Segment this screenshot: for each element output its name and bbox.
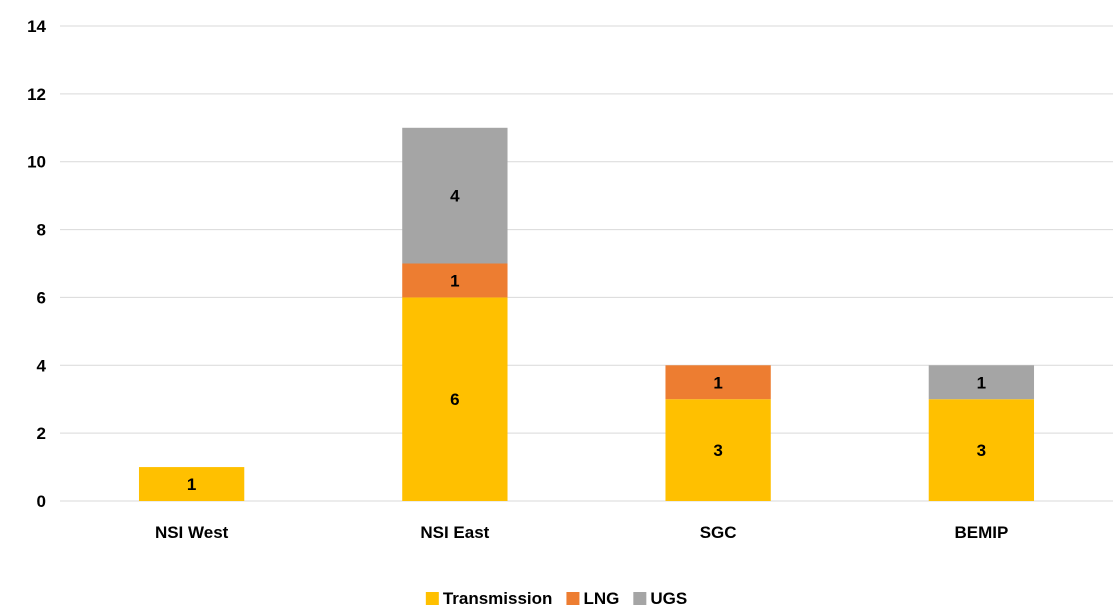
legend: Transmission LNG UGS	[425, 589, 687, 608]
legend-swatch	[425, 592, 439, 605]
bar-transmission-nsi-east	[402, 297, 508, 501]
bar-lng-nsi-east	[402, 263, 508, 298]
data-label: 4	[450, 187, 460, 206]
legend-swatch	[633, 592, 647, 605]
data-labels: 1 6 1 4 3 1 3 1	[187, 187, 986, 494]
data-label: 3	[713, 441, 722, 460]
data-label: 6	[450, 390, 459, 409]
y-tick-label: 12	[27, 85, 46, 104]
bar-ugs-nsi-east	[402, 127, 508, 264]
data-label: 1	[977, 373, 986, 392]
legend-label: Transmission	[443, 589, 553, 608]
y-tick-label: 8	[37, 221, 46, 240]
data-label: 3	[977, 441, 986, 460]
data-label: 1	[187, 475, 196, 494]
legend-label: LNG	[583, 589, 619, 608]
x-category-label: BEMIP	[954, 523, 1008, 542]
bar-transmission-bemip	[928, 399, 1035, 501]
y-tick-label: 0	[37, 492, 46, 511]
gridlines	[60, 25, 1113, 502]
x-axis-category-labels: NSI West NSI East SGC BEMIP	[155, 523, 1008, 542]
y-tick-label: 2	[37, 424, 46, 443]
legend-item-ugs: UGS	[633, 589, 687, 608]
legend-swatch	[566, 592, 580, 605]
legend-item-lng: LNG	[566, 589, 619, 608]
data-label: 1	[450, 271, 459, 290]
legend-label: UGS	[650, 589, 687, 608]
bars	[138, 127, 1035, 501]
y-tick-label: 10	[27, 153, 46, 172]
y-tick-label: 14	[27, 17, 46, 36]
y-tick-label: 6	[37, 288, 46, 307]
x-category-label: NSI East	[420, 523, 489, 542]
y-axis-tick-labels: 0 2 4 6 8 10 12 14	[27, 17, 46, 511]
data-label: 1	[713, 373, 722, 392]
x-category-label: SGC	[700, 523, 737, 542]
x-category-label: NSI West	[155, 523, 229, 542]
bar-transmission-nsi-west	[138, 467, 245, 501]
legend-item-transmission: Transmission	[425, 589, 553, 608]
bar-ugs-bemip	[928, 365, 1035, 400]
bar-transmission-sgc	[665, 399, 771, 501]
bar-lng-sgc	[665, 365, 771, 400]
y-tick-label: 4	[37, 356, 47, 375]
